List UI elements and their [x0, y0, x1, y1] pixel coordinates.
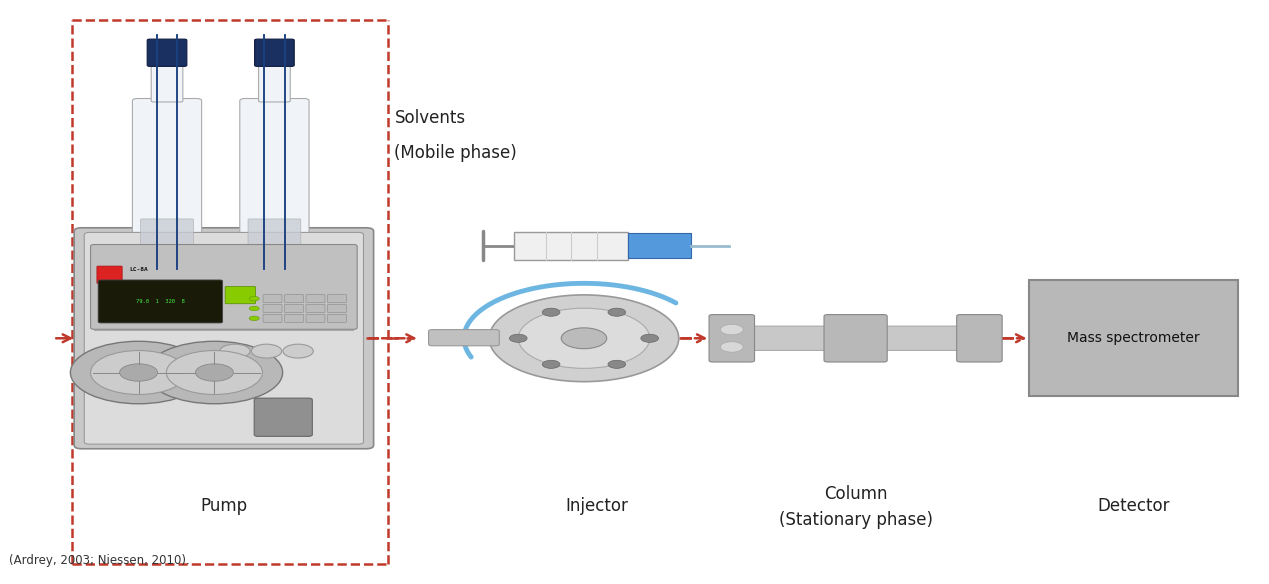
Circle shape [542, 360, 560, 369]
Circle shape [70, 341, 207, 404]
FancyBboxPatch shape [514, 232, 628, 260]
Text: (Ardrey, 2003; Niessen, 2010).: (Ardrey, 2003; Niessen, 2010). [9, 554, 190, 566]
Circle shape [721, 342, 744, 352]
Text: (Stationary phase): (Stationary phase) [779, 512, 933, 530]
FancyBboxPatch shape [306, 304, 325, 312]
FancyBboxPatch shape [96, 266, 122, 283]
Circle shape [490, 295, 679, 382]
Circle shape [561, 328, 607, 349]
FancyBboxPatch shape [263, 294, 282, 303]
Circle shape [146, 341, 283, 404]
Circle shape [249, 296, 259, 301]
FancyBboxPatch shape [141, 219, 193, 256]
Circle shape [195, 364, 233, 381]
FancyBboxPatch shape [429, 329, 499, 346]
FancyBboxPatch shape [132, 99, 202, 301]
FancyBboxPatch shape [255, 39, 294, 67]
Circle shape [641, 334, 659, 342]
FancyBboxPatch shape [746, 326, 966, 350]
FancyBboxPatch shape [284, 314, 303, 322]
FancyBboxPatch shape [151, 64, 183, 102]
Text: LC-8A: LC-8A [129, 267, 148, 272]
Circle shape [249, 316, 259, 321]
FancyBboxPatch shape [254, 398, 312, 436]
FancyBboxPatch shape [824, 315, 887, 362]
FancyBboxPatch shape [247, 219, 301, 256]
Text: Mass spectrometer: Mass spectrometer [1067, 331, 1200, 345]
Circle shape [509, 334, 527, 342]
FancyBboxPatch shape [263, 304, 282, 312]
FancyBboxPatch shape [284, 294, 303, 303]
FancyBboxPatch shape [957, 315, 1003, 362]
FancyBboxPatch shape [327, 314, 346, 322]
FancyBboxPatch shape [225, 286, 255, 304]
Circle shape [608, 360, 626, 369]
FancyBboxPatch shape [147, 39, 187, 67]
Circle shape [721, 324, 744, 335]
Circle shape [542, 308, 560, 317]
FancyBboxPatch shape [306, 294, 325, 303]
Text: Detector: Detector [1098, 497, 1170, 515]
FancyBboxPatch shape [1029, 280, 1237, 396]
FancyBboxPatch shape [709, 315, 755, 362]
FancyBboxPatch shape [84, 232, 363, 444]
Circle shape [249, 306, 259, 311]
FancyBboxPatch shape [284, 304, 303, 312]
FancyBboxPatch shape [327, 304, 346, 312]
FancyBboxPatch shape [98, 280, 222, 323]
Circle shape [251, 344, 282, 358]
Circle shape [90, 350, 187, 395]
Circle shape [608, 308, 626, 317]
FancyBboxPatch shape [628, 233, 692, 259]
Text: Column: Column [824, 485, 887, 503]
FancyBboxPatch shape [240, 99, 310, 301]
FancyBboxPatch shape [74, 228, 373, 449]
Circle shape [119, 364, 157, 381]
Text: (Mobile phase): (Mobile phase) [395, 144, 518, 162]
Text: Pump: Pump [201, 497, 247, 515]
Circle shape [166, 350, 263, 395]
Circle shape [518, 308, 650, 369]
Text: Solvents: Solvents [395, 109, 466, 127]
Circle shape [283, 344, 313, 358]
FancyBboxPatch shape [306, 314, 325, 322]
FancyBboxPatch shape [327, 294, 346, 303]
FancyBboxPatch shape [263, 314, 282, 322]
FancyBboxPatch shape [90, 245, 357, 329]
Text: Injector: Injector [565, 497, 628, 515]
Text: 79.0  1  320  8: 79.0 1 320 8 [136, 299, 185, 304]
Circle shape [220, 344, 250, 358]
FancyBboxPatch shape [259, 64, 291, 102]
